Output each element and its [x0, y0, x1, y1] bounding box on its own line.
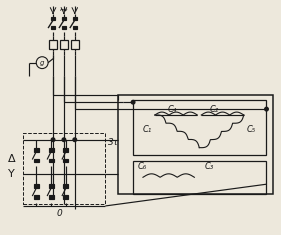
Bar	[64, 148, 68, 152]
Circle shape	[131, 100, 135, 104]
Text: C₅: C₅	[247, 125, 256, 134]
Bar	[133, 100, 266, 155]
Bar	[73, 17, 77, 20]
Bar	[34, 195, 39, 199]
Circle shape	[265, 107, 268, 111]
Bar	[49, 184, 54, 188]
Bar	[64, 184, 68, 188]
Text: C₆: C₆	[138, 162, 147, 172]
Circle shape	[51, 138, 55, 141]
Text: C₂: C₂	[209, 105, 218, 114]
Circle shape	[73, 138, 76, 141]
Text: g: g	[40, 60, 44, 66]
Bar	[71, 40, 79, 49]
Text: ~: ~	[59, 6, 69, 16]
Bar	[62, 17, 66, 20]
Bar	[34, 148, 39, 152]
Circle shape	[62, 138, 66, 141]
Bar	[34, 159, 39, 162]
Text: C₁: C₁	[143, 125, 152, 134]
Bar	[49, 40, 57, 49]
Bar	[64, 195, 68, 199]
Bar	[49, 148, 54, 152]
Bar	[64, 159, 68, 162]
Bar	[34, 184, 39, 188]
Text: 0: 0	[56, 209, 62, 218]
Text: 3τ: 3τ	[108, 138, 119, 147]
Bar	[60, 40, 68, 49]
Bar	[51, 26, 55, 29]
Bar	[23, 133, 105, 204]
Bar	[118, 95, 273, 194]
Text: Δ: Δ	[8, 154, 15, 164]
Bar	[73, 26, 77, 29]
Text: C₄: C₄	[168, 105, 177, 114]
Bar	[62, 26, 66, 29]
Text: Y: Y	[8, 169, 14, 179]
Text: C₃: C₃	[204, 162, 214, 172]
Bar	[49, 195, 54, 199]
Bar	[49, 159, 54, 162]
Bar	[133, 161, 266, 194]
Bar	[51, 17, 55, 20]
